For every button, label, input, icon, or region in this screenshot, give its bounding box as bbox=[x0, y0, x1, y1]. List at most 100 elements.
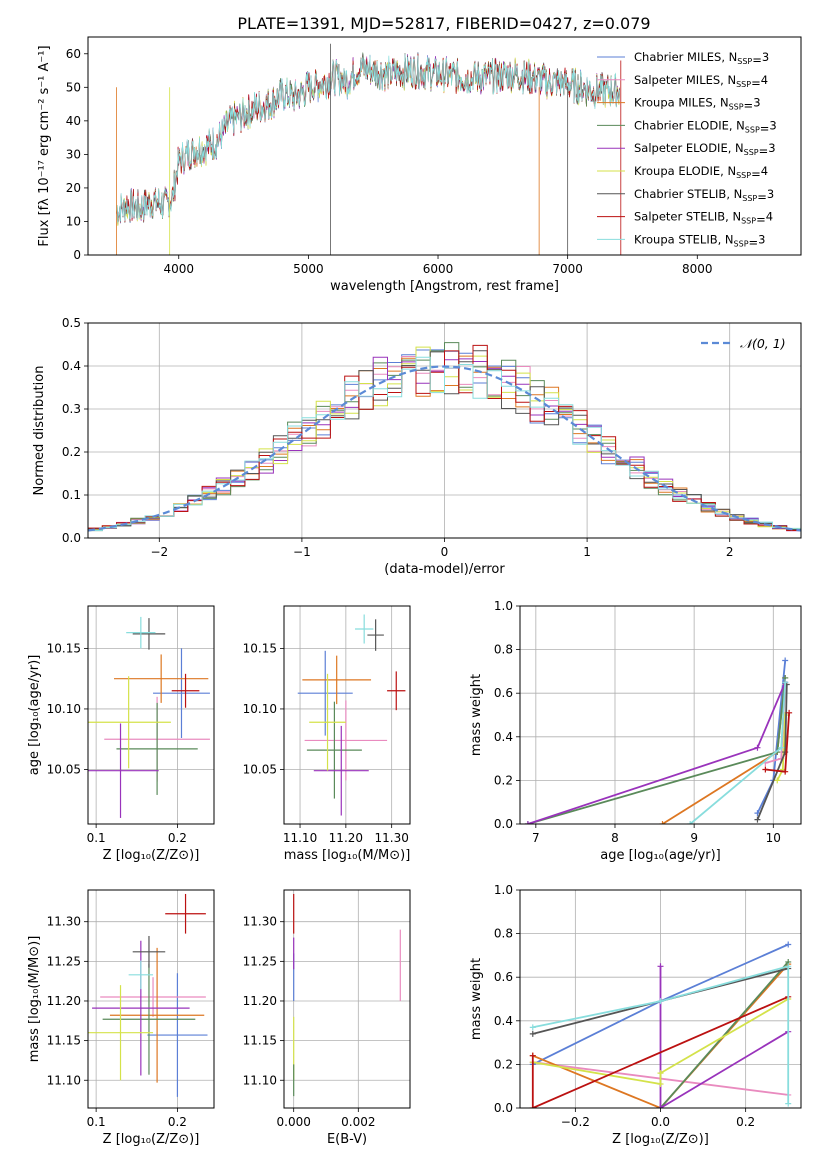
weight-series bbox=[532, 998, 789, 1086]
weight-series bbox=[532, 965, 790, 1104]
age-vs-Z-ylabel: age [log₁₀(age/yr)] bbox=[27, 655, 42, 776]
spectrum-series bbox=[116, 53, 620, 222]
weight-vs-age-ylabel: mass weight bbox=[469, 674, 484, 756]
legend-nssp-value: 3 bbox=[768, 141, 775, 155]
age-vs-mass-points bbox=[297, 614, 406, 816]
legend-nssp-value: 3 bbox=[758, 232, 765, 246]
age-vs-Z-frame bbox=[87, 605, 215, 825]
weight-vs-age-ytick-label: 0.2 bbox=[494, 773, 513, 787]
weight-vs-Z-axes: −0.2 0.0 0.2 0.0 0.2 0.4 0.6 0.8 1.0 Z [log₁₀(Z/Z… bbox=[469, 883, 801, 1147]
weight-series bbox=[531, 995, 789, 1108]
weight-series bbox=[532, 963, 789, 1108]
legend-eq: = bbox=[751, 167, 761, 181]
legend-nssp-sub: SSP bbox=[737, 57, 752, 66]
legend-entry: Salpeter ELODIE, NSSP=3 bbox=[634, 141, 776, 158]
legend-nssp-value: 3 bbox=[769, 118, 776, 132]
spectrum-series bbox=[116, 53, 620, 223]
weight-marker bbox=[782, 768, 789, 775]
weight-marker bbox=[762, 766, 769, 773]
legend-nssp-value: 3 bbox=[762, 50, 769, 64]
weight-marker bbox=[785, 963, 792, 970]
spectrum-series bbox=[116, 53, 620, 223]
weight-vs-age-ytick-label: 0.6 bbox=[494, 686, 513, 700]
mass-vs-EBV-ytick-label: 11.10 bbox=[243, 1073, 277, 1087]
legend-entry: Chabrier MILES, NSSP=3 bbox=[634, 50, 769, 67]
weight-vs-Z-ytick-label: 0.6 bbox=[494, 970, 513, 984]
weight-marker bbox=[659, 821, 666, 824]
weight-marker bbox=[782, 657, 789, 664]
weight-marker bbox=[785, 941, 792, 948]
legend-nssp-value: 4 bbox=[761, 164, 768, 178]
normal-curve bbox=[88, 365, 801, 532]
weight-marker bbox=[657, 1105, 664, 1108]
weight-marker bbox=[657, 1070, 664, 1077]
residuals-hists bbox=[88, 342, 801, 533]
legend-nssp-sub: SSP bbox=[741, 217, 756, 226]
age-vs-mass-xtick-label: 11.30 bbox=[374, 831, 408, 845]
legend-nssp-prefix: , N bbox=[720, 164, 736, 178]
weight-series bbox=[527, 681, 787, 824]
legend-eq: = bbox=[759, 144, 769, 158]
mass-vs-EBV-xtick-label: 0.002 bbox=[341, 1115, 375, 1129]
spectrum-series bbox=[116, 53, 620, 225]
weight-vs-Z-xtick-label: 0.2 bbox=[736, 1115, 755, 1129]
legend-entry: Salpeter MILES, NSSP=4 bbox=[634, 73, 768, 90]
spectrum-axes: 4000 5000 6000 7000 8000 0 10 20 30 40 50 60 wavelen… bbox=[37, 45, 713, 294]
residuals-ytick-label: 0.3 bbox=[62, 402, 81, 416]
legend-nssp-prefix: , N bbox=[728, 141, 744, 155]
weight-vs-age-ytick-label: 0.8 bbox=[494, 643, 513, 657]
legend-eq: = bbox=[752, 53, 762, 67]
residuals-xtick-label: −1 bbox=[293, 545, 311, 559]
weight-series bbox=[659, 961, 789, 1108]
mass-vs-EBV-frame bbox=[283, 889, 411, 1109]
weight-marker bbox=[529, 1024, 536, 1031]
mass-vs-EBV-ytick-label: 11.25 bbox=[243, 954, 277, 968]
mass-vs-Z-frame bbox=[87, 889, 215, 1109]
weight-vs-Z-xlabel: Z [log₁₀(Z/Z⊙)] bbox=[612, 1132, 709, 1147]
weight-marker bbox=[774, 777, 781, 784]
weight-marker bbox=[687, 821, 694, 824]
legend-label: Kroupa ELODIE bbox=[634, 164, 720, 178]
legend-eq: = bbox=[749, 235, 759, 249]
weight-marker bbox=[657, 998, 664, 1005]
weight-vs-age-frame bbox=[519, 605, 802, 825]
weight-marker bbox=[785, 1100, 792, 1107]
mass-vs-Z-xlabel: Z [log₁₀(Z/Z⊙)] bbox=[103, 1132, 200, 1147]
legend-nssp-value: 3 bbox=[753, 96, 760, 110]
residuals-frame bbox=[87, 322, 802, 539]
legend-nssp-prefix: , N bbox=[725, 210, 741, 224]
legend-nssp-sub: SSP bbox=[742, 194, 757, 203]
spectrum-xtick-label: 5000 bbox=[293, 262, 324, 276]
weight-vs-age-xtick-label: 7 bbox=[532, 831, 540, 845]
age-vs-mass-xtick-label: 11.10 bbox=[283, 831, 317, 845]
mass-vs-Z-ytick-label: 11.20 bbox=[47, 994, 81, 1008]
legend-nssp-sub: SSP bbox=[736, 80, 751, 89]
age-vs-mass-frame bbox=[283, 605, 411, 825]
mass-vs-EBV-xtick-label: 0.000 bbox=[277, 1115, 311, 1129]
weight-marker bbox=[529, 1030, 536, 1037]
legend-entry: Kroupa STELIB, NSSP=3 bbox=[634, 232, 766, 249]
legend-nssp-sub: SSP bbox=[729, 103, 744, 112]
weight-vs-Z-xtick-label: 0.0 bbox=[651, 1115, 670, 1129]
weight-series bbox=[659, 966, 789, 1108]
legend-nssp-prefix: , N bbox=[720, 73, 736, 87]
residuals-xlabel: (data-model)/error bbox=[384, 562, 505, 577]
weight-vs-Z-ytick-label: 0.4 bbox=[494, 1014, 513, 1028]
spectrum-lines bbox=[116, 43, 622, 255]
spectrum-ytick-label: 50 bbox=[66, 80, 81, 94]
legend-label: Kroupa STELIB bbox=[634, 232, 718, 246]
weight-vs-age-xtick-label: 10 bbox=[766, 831, 781, 845]
weight-vs-age-lines bbox=[524, 657, 793, 824]
weight-marker bbox=[782, 679, 789, 686]
legend-eq: = bbox=[751, 76, 761, 90]
spectrum-ytick-label: 10 bbox=[66, 214, 81, 228]
spectrum-xlabel: wavelength [Angstrom, rest frame] bbox=[330, 279, 559, 294]
legend-eq: = bbox=[744, 99, 754, 113]
age-vs-Z-ytick-label: 10.15 bbox=[47, 641, 81, 655]
residuals-ytick-label: 0.2 bbox=[62, 445, 81, 459]
weight-marker bbox=[754, 744, 761, 751]
legend-entry: Chabrier ELODIE, NSSP=3 bbox=[634, 118, 777, 135]
legend-entry: Chabrier STELIB, NSSP=3 bbox=[634, 187, 774, 204]
mass-vs-Z-ytick-label: 11.10 bbox=[47, 1073, 81, 1087]
